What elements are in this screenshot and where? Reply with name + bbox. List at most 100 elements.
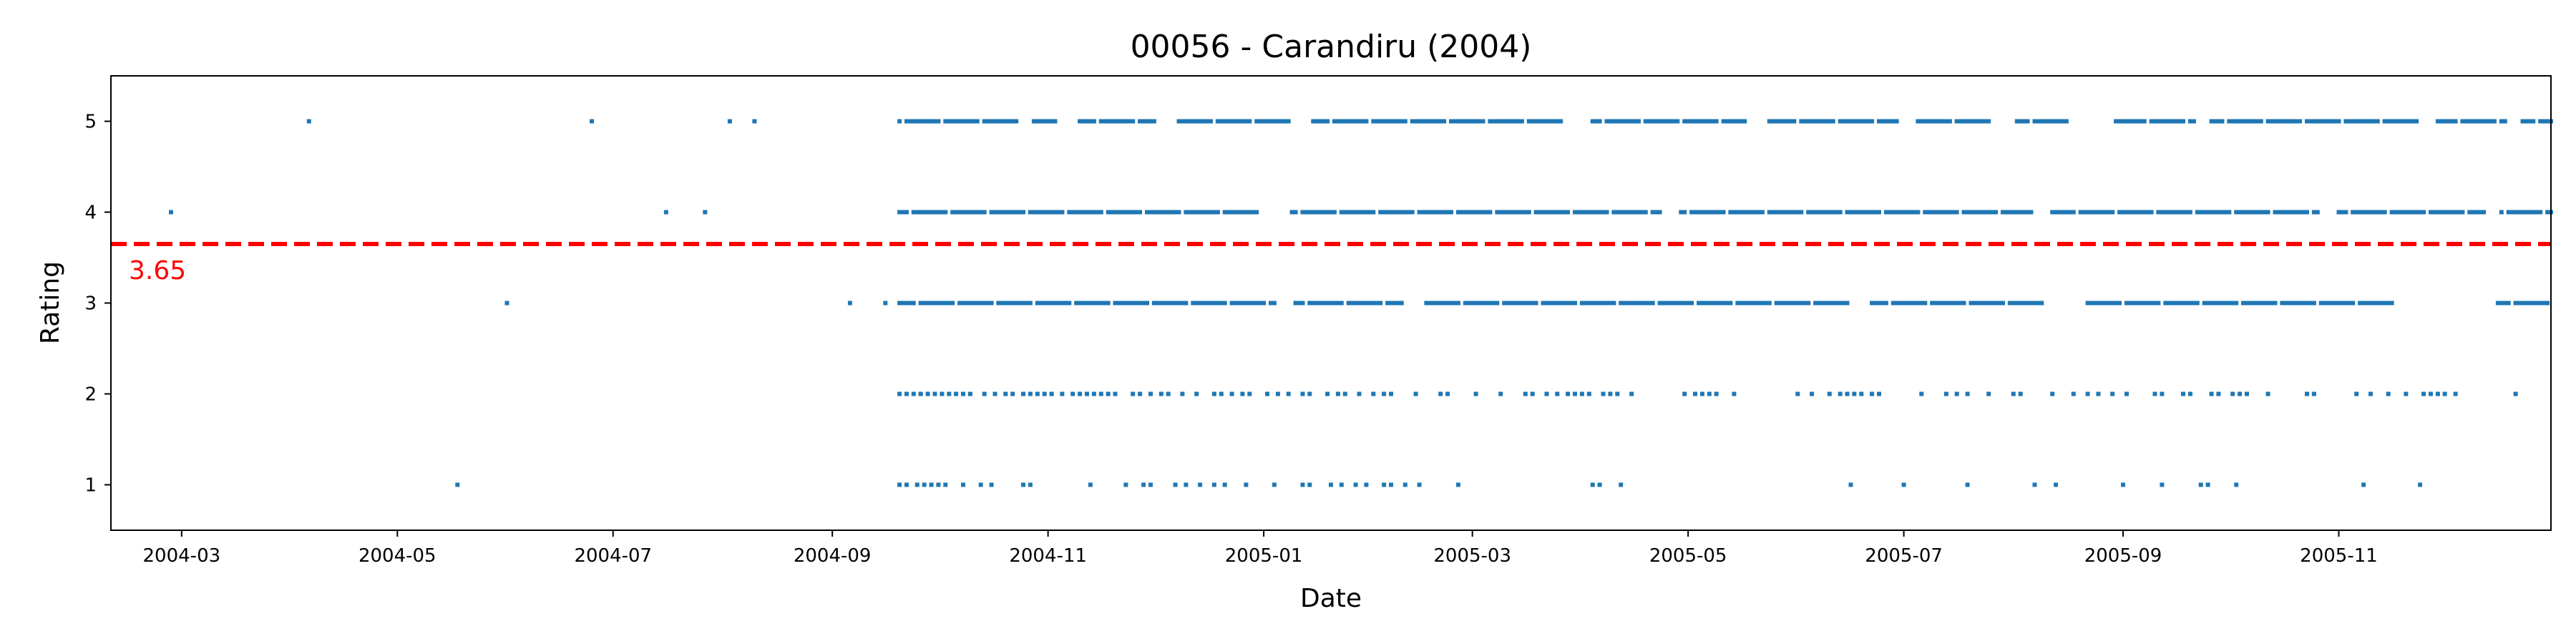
data-point bbox=[2089, 301, 2094, 306]
data-point bbox=[1912, 210, 1917, 215]
data-point bbox=[1947, 119, 1952, 124]
data-point bbox=[2265, 391, 2270, 396]
data-point bbox=[1838, 119, 1843, 124]
data-point bbox=[1109, 210, 1114, 215]
data-point bbox=[2474, 210, 2479, 215]
data-point bbox=[1516, 210, 1521, 215]
data-point bbox=[2524, 210, 2529, 215]
data-point bbox=[2198, 482, 2203, 487]
data-point bbox=[1983, 119, 1988, 124]
data-point bbox=[1042, 210, 1047, 215]
data-point bbox=[1753, 301, 1757, 306]
data-point bbox=[1855, 210, 1860, 215]
data-point bbox=[2365, 301, 2369, 306]
data-point bbox=[1619, 482, 1624, 487]
data-point bbox=[2358, 119, 2363, 124]
data-point bbox=[2212, 210, 2218, 215]
data-point bbox=[2216, 210, 2221, 215]
x-tick-label: 2005-05 bbox=[1649, 545, 1727, 567]
data-point bbox=[1533, 301, 1538, 306]
data-point bbox=[1307, 482, 1312, 487]
data-point bbox=[1968, 301, 1974, 306]
data-point bbox=[1611, 210, 1616, 215]
data-point bbox=[1085, 391, 1089, 396]
data-point bbox=[2527, 210, 2532, 215]
data-point bbox=[1615, 391, 1620, 396]
data-point bbox=[1594, 301, 1599, 306]
data-point bbox=[2234, 210, 2239, 215]
x-tick-label: 2004-05 bbox=[358, 545, 436, 567]
data-point bbox=[897, 391, 902, 396]
data-point bbox=[2389, 301, 2394, 306]
data-point bbox=[1721, 301, 1726, 306]
data-point bbox=[1353, 210, 1358, 215]
data-point bbox=[1085, 301, 1089, 306]
data-point bbox=[1176, 210, 1181, 215]
data-point bbox=[1413, 119, 1418, 124]
data-point bbox=[1855, 119, 1860, 124]
data-point bbox=[2021, 210, 2026, 215]
data-point bbox=[2495, 301, 2500, 306]
data-point bbox=[2351, 119, 2356, 124]
data-point bbox=[1777, 210, 1782, 215]
data-point bbox=[1774, 119, 1779, 124]
data-point bbox=[1983, 210, 1988, 215]
data-point bbox=[1877, 210, 1881, 215]
data-point bbox=[2429, 391, 2433, 396]
data-point bbox=[1098, 301, 1103, 306]
data-point bbox=[2212, 301, 2218, 306]
data-point bbox=[1629, 210, 1634, 215]
data-point bbox=[1908, 301, 1913, 306]
data-point bbox=[2212, 119, 2218, 124]
data-point bbox=[1509, 301, 1513, 306]
data-point bbox=[1042, 301, 1047, 306]
data-point bbox=[1544, 210, 1549, 215]
data-point bbox=[2191, 301, 2196, 306]
data-point bbox=[1166, 301, 1171, 306]
data-point bbox=[2386, 301, 2391, 306]
data-point bbox=[943, 482, 948, 487]
data-point bbox=[2446, 119, 2451, 124]
data-point bbox=[2439, 210, 2444, 215]
data-point bbox=[883, 301, 888, 306]
data-point bbox=[1937, 210, 1941, 215]
data-point bbox=[1852, 210, 1857, 215]
data-point bbox=[1402, 482, 1407, 487]
data-point bbox=[1728, 210, 1733, 215]
data-point bbox=[1138, 391, 1143, 396]
data-point bbox=[2322, 301, 2327, 306]
data-point bbox=[1767, 119, 1772, 124]
data-point bbox=[1951, 210, 1956, 215]
data-point bbox=[2308, 119, 2313, 124]
data-point bbox=[1965, 391, 1970, 396]
data-point bbox=[1916, 301, 1921, 306]
data-point bbox=[1314, 119, 1319, 124]
data-point bbox=[1707, 119, 1712, 124]
data-point bbox=[169, 210, 173, 215]
data-point bbox=[1777, 119, 1782, 124]
data-point bbox=[2142, 301, 2147, 306]
data-point bbox=[1502, 301, 1507, 306]
data-point bbox=[907, 119, 912, 124]
data-point bbox=[2375, 119, 2380, 124]
data-point bbox=[2287, 119, 2292, 124]
data-point bbox=[1251, 210, 1256, 215]
data-point bbox=[1038, 119, 1043, 124]
data-point bbox=[1502, 119, 1507, 124]
data-point bbox=[1244, 482, 1249, 487]
data-point bbox=[1211, 301, 1216, 306]
data-point bbox=[1198, 210, 1203, 215]
data-point bbox=[1823, 301, 1828, 306]
data-point bbox=[1728, 119, 1733, 124]
data-point bbox=[1615, 119, 1620, 124]
data-point bbox=[2478, 210, 2483, 215]
data-point bbox=[1169, 301, 1174, 306]
data-point bbox=[1788, 301, 1793, 306]
data-point bbox=[982, 210, 987, 215]
data-point bbox=[2389, 210, 2394, 215]
data-point bbox=[1845, 301, 1850, 306]
data-point bbox=[1438, 119, 1443, 124]
data-point bbox=[1038, 210, 1043, 215]
data-point bbox=[2531, 301, 2536, 306]
data-point bbox=[1863, 119, 1868, 124]
